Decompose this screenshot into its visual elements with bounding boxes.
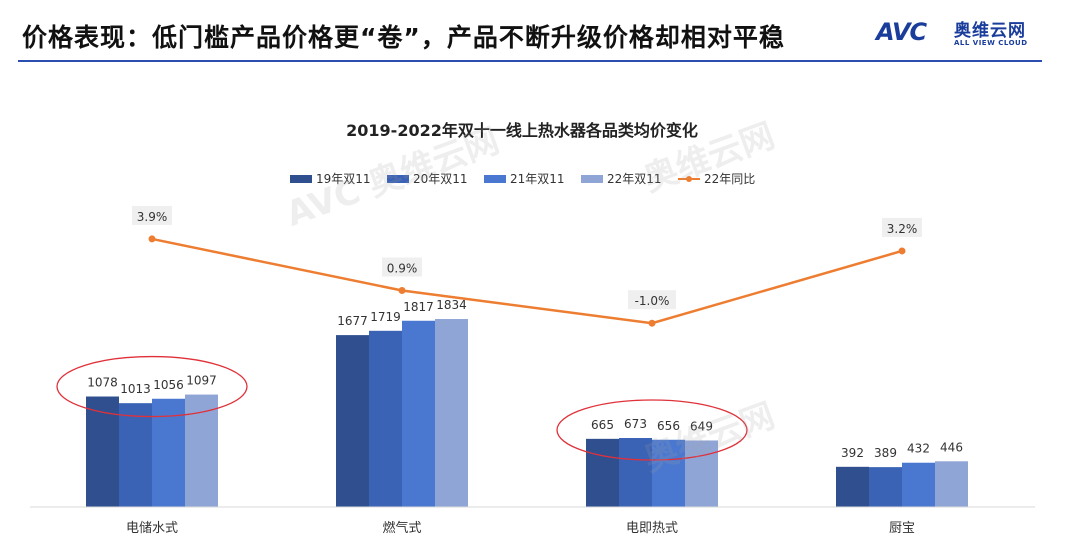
logo-mark: AVC (876, 18, 927, 46)
bar (185, 394, 218, 507)
bar-value-label: 1719 (370, 310, 401, 324)
legend-swatch (581, 175, 603, 183)
yoy-label-bg (628, 290, 676, 310)
yoy-label: 3.2% (887, 222, 918, 236)
category-label: 燃气式 (382, 520, 421, 536)
yoy-point (648, 319, 656, 327)
chart-title: 2019-2022年双十一线上热水器各品类均价变化 (346, 121, 698, 140)
bar-value-label: 673 (624, 417, 647, 431)
bar (119, 403, 152, 507)
yoy-label-bg (382, 257, 422, 277)
header: 价格表现：低门槛产品价格更“卷”，产品不断升级价格却相对平稳 AVC 奥维云网 … (0, 0, 1080, 64)
bar (336, 335, 369, 507)
legend-label: 20年双11 (413, 172, 468, 186)
legend-swatch (290, 175, 312, 183)
yoy-line (151, 237, 903, 325)
yoy-label: -1.0% (635, 294, 670, 308)
price-chart: 2019-2022年双十一线上热水器各品类均价变化 19年双11 20年双11 21年… (30, 121, 1035, 536)
bar-value-label: 1677 (337, 314, 368, 328)
legend-swatch (387, 175, 409, 183)
bar (869, 467, 902, 507)
category-label: 厨宝 (889, 521, 915, 536)
avc-logo: AVC 奥维云网 ALL VIEW CLOUD (876, 14, 1046, 54)
bar-value-label: 665 (591, 418, 614, 432)
yoy-label: 0.9% (387, 262, 418, 276)
highlight-ellipse (56, 355, 248, 418)
bar-value-label: 1056 (153, 378, 184, 392)
legend-swatch (484, 175, 506, 183)
legend-label: 22年同比 (704, 172, 755, 186)
highlight-ellipse (556, 399, 748, 461)
bar (935, 461, 968, 507)
bar (652, 439, 685, 507)
bar-value-label: 392 (841, 446, 864, 460)
bar-value-label: 1078 (87, 376, 118, 390)
bar (619, 438, 652, 507)
bar-value-label: 649 (690, 419, 713, 433)
yoy-point (148, 235, 156, 243)
yoy-label-bg (882, 217, 922, 237)
bar-value-label: 446 (940, 440, 963, 454)
bar-value-label: 432 (907, 442, 930, 456)
bar-value-label: 656 (657, 419, 680, 433)
category-label: 电即热式 (626, 521, 678, 536)
bar-value-label: 389 (874, 446, 897, 460)
legend-label: 22年双11 (607, 172, 662, 186)
bar (435, 319, 468, 507)
legend-label: 21年双11 (510, 172, 565, 186)
page-title: 价格表现：低门槛产品价格更“卷”，产品不断升级价格却相对平稳 (22, 23, 785, 52)
bar (836, 466, 869, 507)
bar (586, 438, 619, 507)
bar-value-label: 1817 (403, 300, 434, 314)
bar (402, 320, 435, 507)
legend-label: 19年双11 (316, 172, 371, 186)
yoy-label: 3.9% (137, 210, 168, 224)
yoy-point (398, 287, 406, 295)
logo-chinese-name: 奥维云网 (954, 21, 1026, 41)
category-label: 电储水式 (126, 521, 178, 536)
header-divider (18, 60, 1042, 62)
bar (86, 396, 119, 507)
yoy-label-bg (132, 205, 172, 225)
bar (685, 440, 718, 507)
bar-value-label: 1013 (120, 382, 151, 396)
chart-area: 2019-2022年双十一线上热水器各品类均价变化 19年双11 20年双11 21年… (0, 64, 1080, 554)
legend-marker (686, 176, 692, 182)
logo-english-name: ALL VIEW CLOUD (954, 39, 1028, 47)
bar (902, 462, 935, 507)
bar-value-label: 1097 (186, 374, 217, 388)
bar (369, 330, 402, 507)
bar-value-label: 1834 (436, 298, 467, 312)
yoy-point (898, 247, 906, 255)
